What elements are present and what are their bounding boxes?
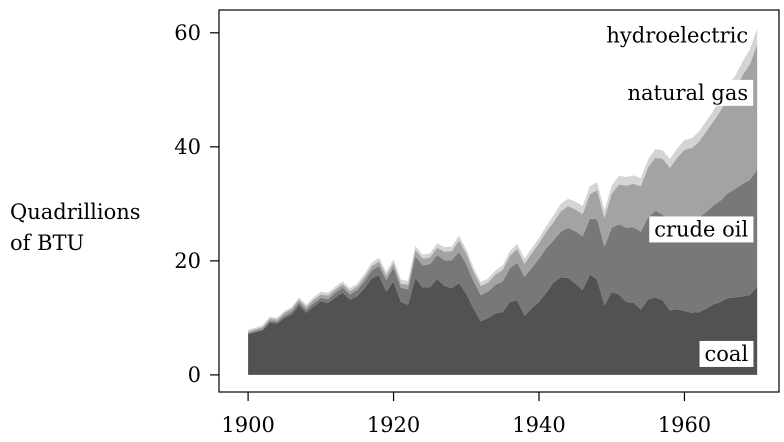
x-axis: 1900 1920 1940 1960 <box>221 392 711 437</box>
x-tick-label-1920: 1920 <box>367 413 420 437</box>
area-series-group <box>248 28 758 375</box>
y-axis-label-line-2: of BTU <box>10 231 84 255</box>
series-label-hydroelectric: hydroelectric <box>606 23 748 47</box>
series-label-background <box>649 216 754 243</box>
y-tick-label-60: 60 <box>174 21 201 45</box>
series-label-crude-oil: crude oil <box>649 216 754 243</box>
area-natural-gas <box>248 44 758 334</box>
y-axis: 0 20 40 60 <box>174 21 219 387</box>
series-label-text: crude oil <box>654 217 748 241</box>
area-coal <box>248 274 758 375</box>
series-label-text: natural gas <box>627 81 748 105</box>
y-tick-label-20: 20 <box>174 249 201 273</box>
x-tick-label-1960: 1960 <box>658 413 711 437</box>
series-label-natural-gas: natural gas <box>622 79 754 106</box>
plot-frame <box>218 9 780 393</box>
series-label-text: coal <box>705 342 749 366</box>
y-tick-label-0: 0 <box>188 363 201 387</box>
series-label-background <box>622 79 754 106</box>
x-tick-label-1900: 1900 <box>221 413 274 437</box>
series-label-coal: coal <box>699 340 754 367</box>
series-label-background <box>699 340 754 367</box>
area-crude-oil <box>248 169 758 334</box>
y-axis-label-line-1: Quadrillions <box>10 200 141 224</box>
series-labels: coal crude oil natural gas hydroelectric <box>606 23 754 367</box>
x-tick-label-1940: 1940 <box>512 413 565 437</box>
y-tick-label-40: 40 <box>174 135 201 159</box>
series-label-text: hydroelectric <box>606 23 748 47</box>
